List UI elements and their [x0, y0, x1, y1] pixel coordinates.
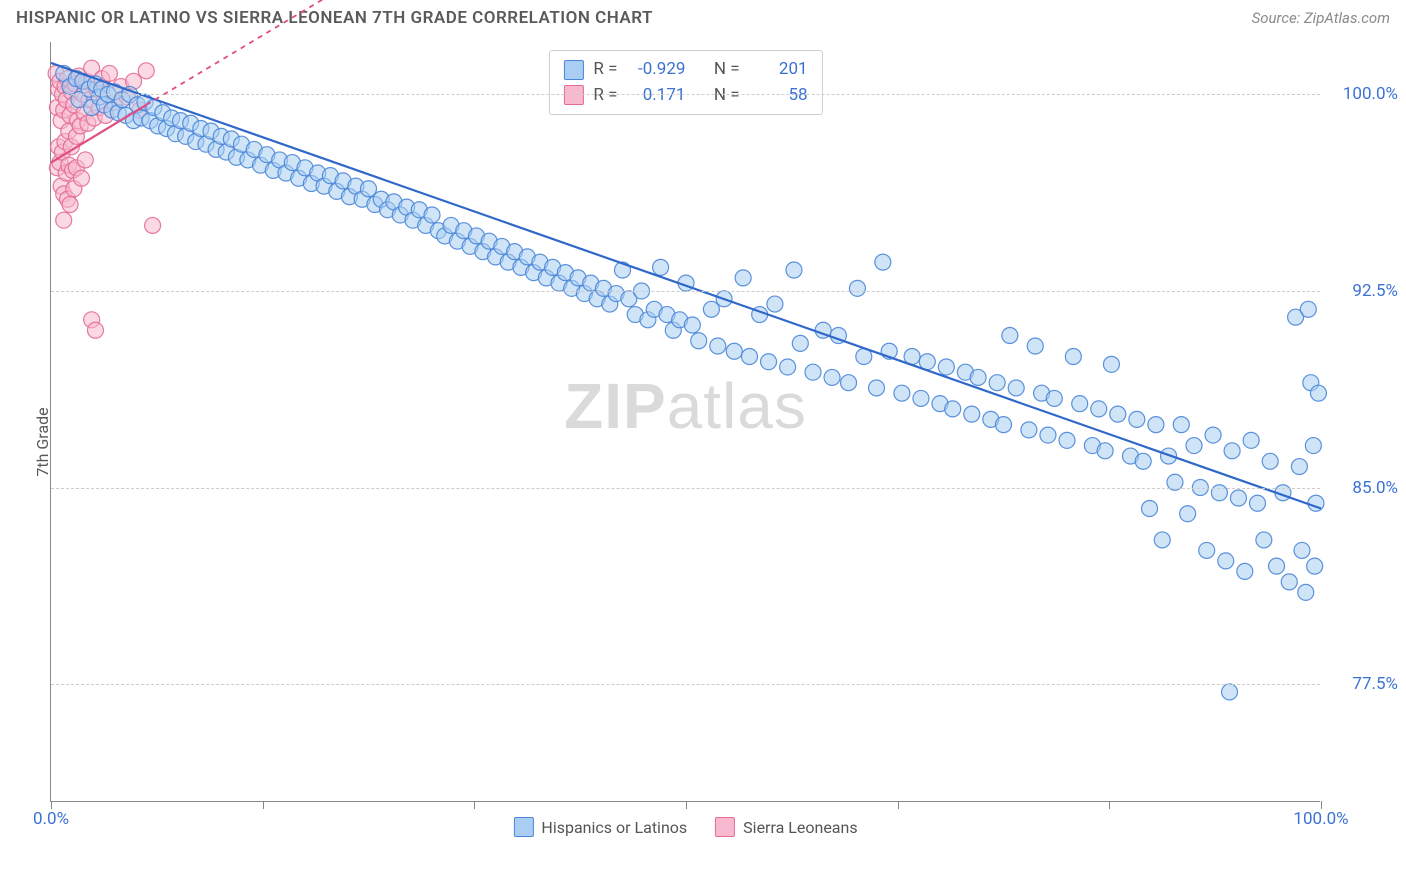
y-tick-label: 100.0% [1328, 84, 1398, 104]
legend-row-series-1: R = -0.929 N = 201 [563, 57, 807, 83]
legend-label-2: Sierra Leoneans [743, 818, 857, 837]
watermark-rest: atlas [667, 370, 807, 442]
x-tick-label: 0.0% [33, 809, 69, 829]
watermark: ZIPatlas [564, 369, 807, 443]
legend-swatch-1 [563, 60, 583, 80]
plot-region: ZIPatlas R = -0.929 N = 201 R = 0.171 N … [50, 42, 1320, 802]
scatter-svg [51, 42, 1321, 802]
legend-item-1: Hispanics or Latinos [513, 817, 687, 837]
y-tick-label: 92.5% [1328, 281, 1398, 301]
x-tick [474, 801, 475, 809]
watermark-bold: ZIP [564, 370, 667, 442]
series-legend: Hispanics or Latinos Sierra Leoneans [513, 817, 857, 837]
gridline [51, 94, 1320, 95]
y-tick-label: 85.0% [1328, 478, 1398, 498]
correlation-legend: R = -0.929 N = 201 R = 0.171 N = 58 [548, 50, 822, 115]
chart-title: HISPANIC OR LATINO VS SIERRA LEONEAN 7TH… [16, 8, 653, 28]
y-tick-label: 77.5% [1328, 674, 1398, 694]
gridline [51, 488, 1320, 489]
chart-header: HISPANIC OR LATINO VS SIERRA LEONEAN 7TH… [0, 0, 1406, 32]
legend-label-1: Hispanics or Latinos [541, 818, 687, 837]
x-tick [1321, 801, 1322, 809]
gridline [51, 684, 1320, 685]
x-tick [1109, 801, 1110, 809]
chart-source: Source: ZipAtlas.com [1252, 9, 1390, 27]
legend-swatch-icon [513, 817, 533, 837]
n-value-1: 201 [750, 57, 808, 83]
x-tick [898, 801, 899, 809]
r-label: R = [593, 57, 617, 83]
x-tick [263, 801, 264, 809]
legend-swatch-icon [715, 817, 735, 837]
x-tick-label: 100.0% [1293, 809, 1348, 829]
r-value-1: -0.929 [627, 57, 685, 83]
n-label: N = [714, 57, 740, 83]
chart-area: 7th Grade ZIPatlas R = -0.929 N = 201 R … [0, 32, 1406, 852]
legend-item-2: Sierra Leoneans [715, 817, 857, 837]
x-tick [51, 801, 52, 809]
gridline [51, 291, 1320, 292]
x-tick [686, 801, 687, 809]
